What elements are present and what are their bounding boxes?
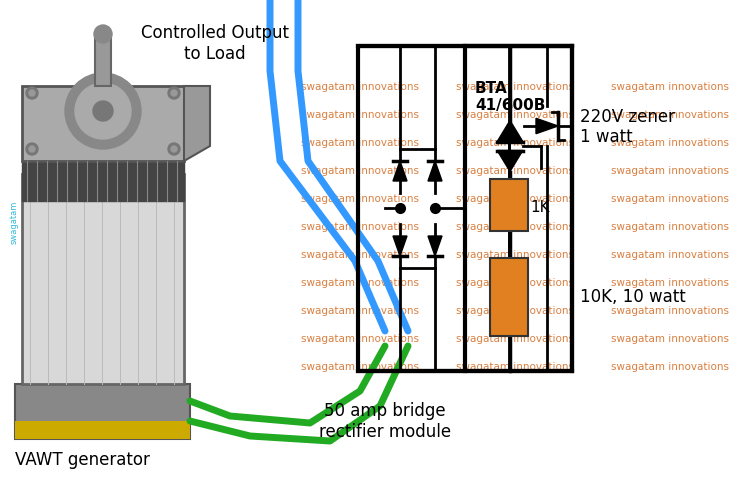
Text: swagatam innovations: swagatam innovations — [301, 110, 419, 120]
Text: swagatam innovations: swagatam innovations — [301, 82, 419, 92]
Bar — [490, 259, 528, 336]
Polygon shape — [393, 162, 407, 182]
Text: swagatam innovations: swagatam innovations — [456, 306, 574, 315]
Polygon shape — [184, 87, 210, 162]
Text: swagatam innovations: swagatam innovations — [301, 221, 419, 231]
Text: swagatam innovations: swagatam innovations — [301, 138, 419, 148]
Bar — [358, 47, 572, 371]
Text: swagatam innovations: swagatam innovations — [456, 278, 574, 288]
Text: swagatam: swagatam — [10, 200, 19, 243]
Text: swagatam innovations: swagatam innovations — [301, 333, 419, 343]
Polygon shape — [536, 119, 558, 134]
Text: 50 amp bridge
rectifier module: 50 amp bridge rectifier module — [319, 401, 451, 440]
Text: swagatam innovations: swagatam innovations — [611, 166, 729, 176]
Polygon shape — [393, 236, 407, 257]
Text: swagatam innovations: swagatam innovations — [611, 249, 729, 260]
Circle shape — [26, 88, 38, 100]
Circle shape — [26, 144, 38, 156]
Text: swagatam innovations: swagatam innovations — [611, 333, 729, 343]
Circle shape — [171, 91, 177, 97]
Bar — [22, 162, 184, 201]
Circle shape — [29, 91, 35, 97]
Text: swagatam innovations: swagatam innovations — [456, 166, 574, 176]
Text: swagatam innovations: swagatam innovations — [611, 193, 729, 203]
Text: swagatam innovations: swagatam innovations — [611, 278, 729, 288]
Text: 220V zener
1 watt: 220V zener 1 watt — [580, 107, 675, 146]
Text: swagatam innovations: swagatam innovations — [456, 361, 574, 371]
Circle shape — [94, 26, 112, 44]
Polygon shape — [497, 151, 523, 172]
Text: swagatam innovations: swagatam innovations — [301, 361, 419, 371]
Bar — [15, 384, 190, 439]
Text: 10K, 10 watt: 10K, 10 watt — [580, 288, 686, 306]
Text: swagatam innovations: swagatam innovations — [611, 361, 729, 371]
Text: swagatam innovations: swagatam innovations — [611, 221, 729, 231]
Text: BTA
41/600B: BTA 41/600B — [475, 81, 545, 113]
Bar — [15, 421, 190, 439]
Text: swagatam innovations: swagatam innovations — [456, 249, 574, 260]
Bar — [95, 35, 111, 87]
Text: VAWT generator: VAWT generator — [15, 450, 150, 468]
Text: swagatam innovations: swagatam innovations — [301, 278, 419, 288]
Polygon shape — [428, 236, 442, 257]
Polygon shape — [497, 121, 523, 142]
Text: swagatam innovations: swagatam innovations — [301, 306, 419, 315]
Text: swagatam innovations: swagatam innovations — [611, 82, 729, 92]
Circle shape — [168, 144, 180, 156]
Text: swagatam innovations: swagatam innovations — [611, 110, 729, 120]
Text: Controlled Output
to Load: Controlled Output to Load — [141, 24, 289, 63]
Circle shape — [171, 147, 177, 153]
Text: swagatam innovations: swagatam innovations — [301, 166, 419, 176]
Bar — [22, 175, 184, 384]
Text: swagatam innovations: swagatam innovations — [301, 193, 419, 203]
Circle shape — [75, 84, 131, 140]
Text: swagatam innovations: swagatam innovations — [456, 138, 574, 148]
Circle shape — [29, 147, 35, 153]
Text: swagatam innovations: swagatam innovations — [611, 306, 729, 315]
Text: swagatam innovations: swagatam innovations — [611, 138, 729, 148]
Text: swagatam innovations: swagatam innovations — [456, 110, 574, 120]
Text: swagatam innovations: swagatam innovations — [456, 221, 574, 231]
Text: swagatam innovations: swagatam innovations — [456, 193, 574, 203]
Text: swagatam innovations: swagatam innovations — [456, 82, 574, 92]
Bar — [490, 180, 528, 231]
Circle shape — [65, 74, 141, 150]
Circle shape — [168, 88, 180, 100]
Text: 1K: 1K — [530, 199, 550, 214]
Text: swagatam innovations: swagatam innovations — [301, 249, 419, 260]
Text: swagatam innovations: swagatam innovations — [456, 333, 574, 343]
Bar — [22, 87, 184, 162]
Polygon shape — [428, 162, 442, 182]
Circle shape — [93, 102, 113, 122]
